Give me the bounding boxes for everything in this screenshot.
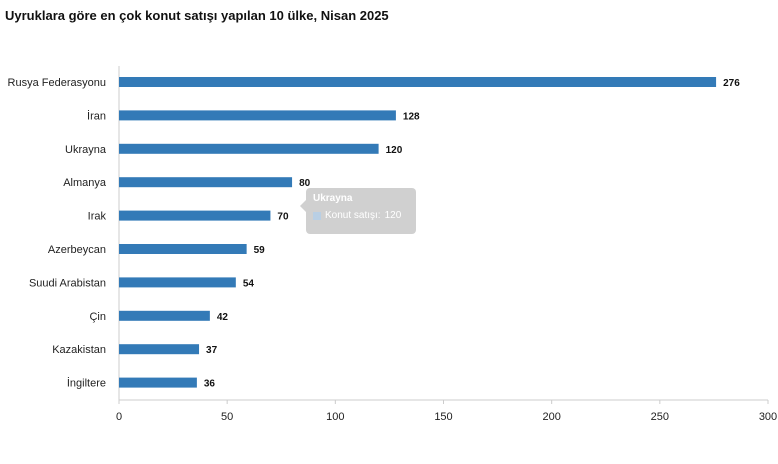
- data-label: 37: [206, 345, 218, 356]
- x-tick-label: 300: [759, 411, 777, 423]
- bar: [119, 210, 271, 221]
- bar: [119, 277, 236, 288]
- category-label: Ukrayna: [65, 144, 107, 156]
- bar: [119, 143, 379, 154]
- bar: [119, 77, 717, 87]
- bar: [119, 110, 396, 121]
- x-tick-label: 250: [651, 411, 669, 423]
- chart-tooltip: Ukrayna Konut satışı: 120: [300, 188, 416, 234]
- category-label: İran: [87, 109, 106, 122]
- tooltip-series-label: Konut satışı:: [325, 210, 381, 221]
- tooltip-row: Konut satışı: 120: [313, 210, 409, 221]
- x-tick-label: 50: [221, 411, 233, 423]
- category-label: Azerbeycan: [48, 244, 106, 256]
- chart-title: Uyruklara göre en çok konut satışı yapıl…: [5, 8, 389, 23]
- x-tick-label: 200: [542, 411, 560, 423]
- category-label: İngiltere: [67, 377, 106, 390]
- tooltip-series-swatch: [313, 211, 321, 220]
- x-tick-label: 0: [116, 411, 122, 423]
- data-label: 276: [723, 78, 740, 89]
- data-label: 120: [386, 145, 403, 156]
- data-label: 36: [204, 379, 216, 390]
- bar: [119, 310, 210, 321]
- data-label: 42: [217, 312, 229, 323]
- data-label: 70: [277, 212, 289, 223]
- bar: [119, 344, 200, 355]
- x-tick-label: 100: [326, 411, 344, 423]
- data-label: 54: [243, 278, 255, 289]
- bar: [119, 377, 197, 388]
- category-label: Çin: [89, 311, 106, 323]
- tooltip-value: 120: [384, 210, 402, 221]
- data-label: 128: [403, 111, 420, 122]
- bar: [119, 244, 247, 254]
- category-label: Rusya Federasyonu: [8, 77, 106, 89]
- x-tick-label: 150: [434, 411, 452, 423]
- category-label: Kazakistan: [52, 344, 106, 356]
- tooltip-title: Ukrayna: [313, 193, 353, 204]
- bar: [119, 177, 293, 188]
- category-label: Almanya: [63, 177, 107, 189]
- data-label: 59: [254, 245, 266, 256]
- category-label: Irak: [88, 211, 107, 223]
- category-label: Suudi Arabistan: [29, 277, 106, 289]
- data-label: 80: [299, 178, 311, 189]
